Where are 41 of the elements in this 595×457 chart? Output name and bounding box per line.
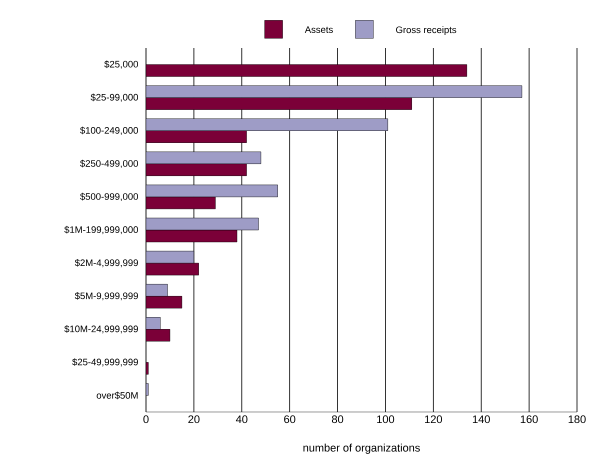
y-tick-label: $25,000 (104, 60, 138, 69)
y-tick-label: $10M-24,999,999 (64, 325, 138, 334)
bar (146, 329, 170, 342)
y-tick-label: $250-499,000 (80, 160, 138, 168)
y-tick-label: $5M-9,999,999 (74, 292, 138, 300)
y-tick-label: $2M-4,999,999 (74, 258, 138, 268)
bar (146, 118, 388, 131)
x-tick-label: 120 (425, 415, 442, 424)
x-tick-label: 0 (143, 415, 149, 424)
x-tick-label: 20 (188, 415, 200, 424)
bar (146, 184, 278, 198)
y-tick-label: $100-249,000 (80, 126, 138, 135)
y-tick-label: $500-999,000 (80, 192, 138, 202)
bar (146, 97, 412, 110)
y-tick-label: $25-49,999,999 (72, 358, 138, 366)
bar (146, 250, 194, 264)
y-tick-label: $25-99,000 (90, 94, 138, 102)
bar (146, 130, 247, 143)
y-tick-label: over$50M (96, 392, 138, 400)
bar (146, 284, 168, 296)
y-tick-label: $1M-199,999,000 (64, 226, 138, 234)
x-tick-label: 80 (332, 415, 344, 424)
bar (146, 152, 262, 164)
x-tick-label: 40 (236, 415, 248, 424)
bar (146, 296, 182, 308)
bar (146, 230, 238, 242)
bar (146, 164, 247, 176)
bar (146, 85, 522, 98)
bar (146, 262, 199, 276)
bar (146, 196, 216, 210)
legend-label: Assets (304, 26, 333, 33)
x-axis-title: number of organizations (303, 444, 420, 454)
bar (146, 64, 468, 77)
x-tick-label: 140 (472, 415, 490, 424)
x-tick-label: 100 (377, 415, 394, 424)
x-tick-label: 180 (568, 415, 586, 424)
x-tick-label: 160 (520, 415, 538, 424)
legend-label: Gross receipts (396, 26, 456, 36)
bar (146, 218, 259, 230)
bar (146, 317, 161, 330)
x-tick-label: 60 (284, 415, 296, 424)
